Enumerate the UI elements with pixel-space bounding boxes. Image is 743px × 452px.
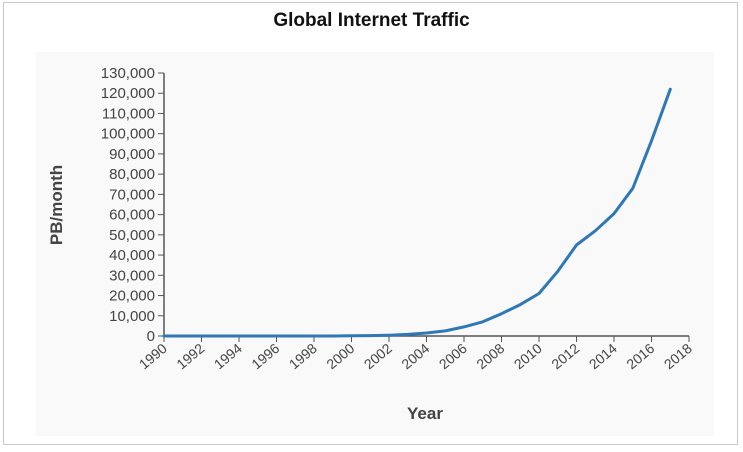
y-tick-label: 50,000 (109, 227, 155, 244)
x-tick-label: 2016 (623, 340, 657, 372)
x-tick-label: 2018 (661, 340, 695, 372)
x-tick-label: 2014 (586, 340, 620, 372)
y-axis-ticks: 0 10,000 20,000 30,000 40,000 50,000 60,000 70,… (101, 65, 164, 345)
x-tick-label: 1990 (136, 340, 170, 372)
y-tick-label: 0 (147, 328, 155, 345)
x-tick-label: 1998 (286, 340, 320, 372)
y-axis-label: PB/month (47, 165, 66, 245)
x-tick-label: 1994 (211, 340, 245, 372)
x-tick-label: 2012 (548, 340, 582, 372)
x-axis-label: Year (407, 404, 443, 423)
y-tick-label: 80,000 (109, 166, 155, 183)
x-tick-label: 1992 (173, 340, 207, 372)
y-tick-label: 100,000 (101, 126, 155, 143)
x-tick-label: 2000 (323, 340, 357, 372)
y-tick-label: 10,000 (109, 308, 155, 325)
y-tick-label: 110,000 (102, 105, 155, 122)
x-tick-label: 2002 (361, 340, 395, 372)
x-axis-ticks: 1990 1992 1994 1996 1998 2000 2002 2004 2006 2008… (136, 336, 695, 372)
y-tick-label: 30,000 (109, 267, 155, 284)
x-tick-label: 1996 (248, 340, 282, 372)
plot-background (36, 52, 714, 436)
y-tick-label: 60,000 (109, 207, 155, 224)
chart-title: Global Internet Traffic (273, 10, 470, 31)
x-tick-label: 2008 (473, 340, 507, 372)
x-tick-label: 2004 (398, 340, 432, 372)
y-tick-label: 20,000 (109, 288, 155, 305)
x-tick-label: 2010 (511, 340, 545, 372)
y-tick-label: 40,000 (109, 247, 155, 264)
y-tick-label: 120,000 (101, 85, 155, 102)
series-line-global-internet-traffic (162, 87, 672, 338)
x-tick-label: 2006 (436, 340, 470, 372)
y-tick-label: 90,000 (109, 146, 155, 163)
y-tick-label: 130,000 (101, 65, 155, 82)
y-tick-label: 70,000 (109, 186, 155, 203)
